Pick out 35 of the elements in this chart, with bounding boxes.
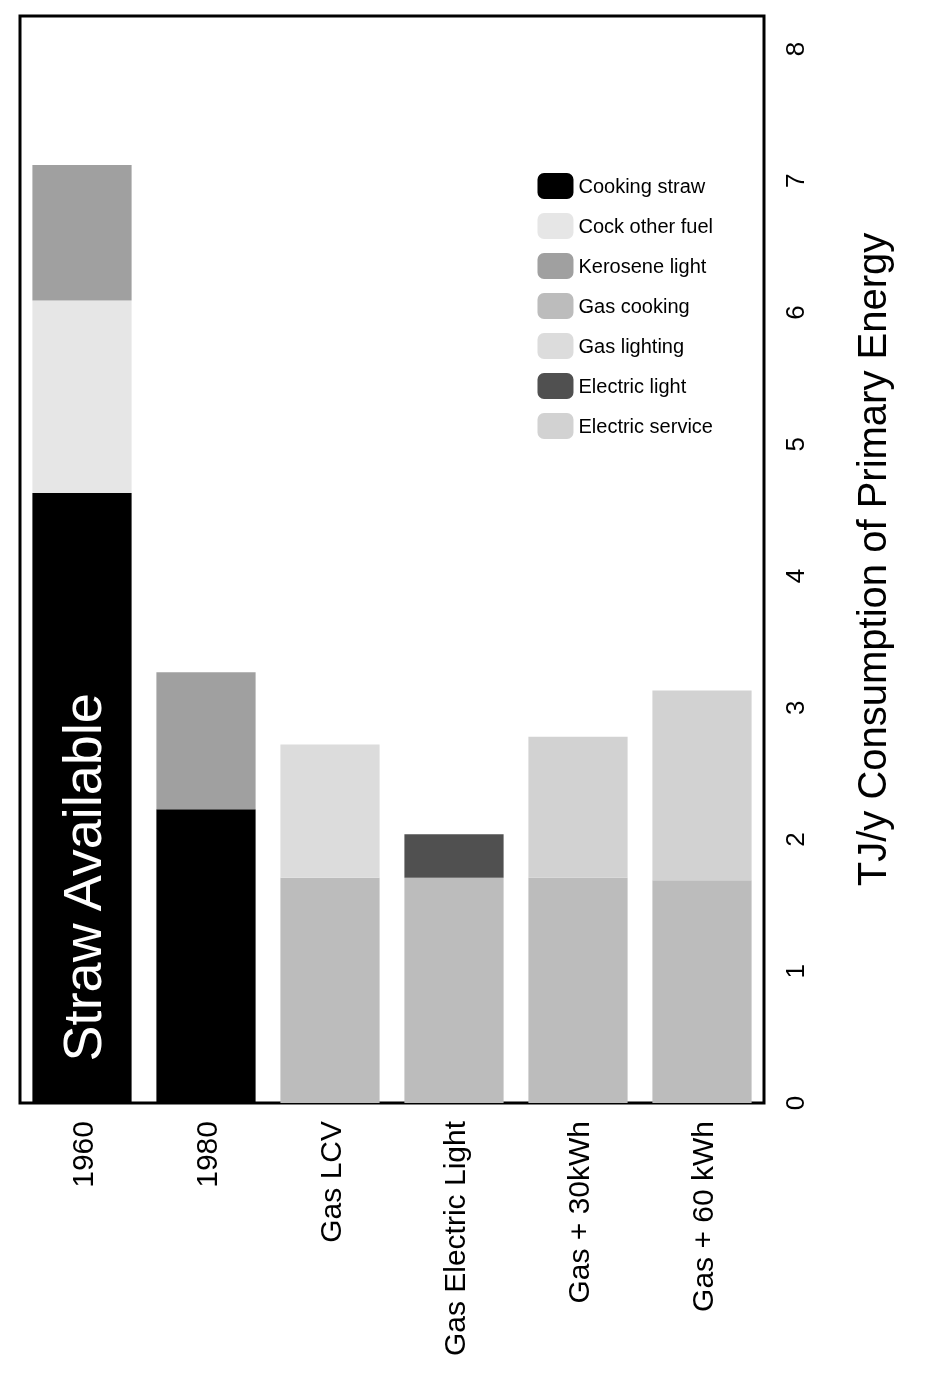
x-tick-label: Gas + 60 kWh	[685, 1121, 719, 1312]
legend-label: Electric service	[578, 415, 713, 437]
y-tick-label: 2	[780, 832, 810, 847]
x-tick-label: 1960	[65, 1121, 99, 1188]
bar	[280, 744, 380, 878]
y-tick-label: 8	[780, 41, 810, 57]
legend-label: Cock other fuel	[578, 215, 713, 237]
y-tick-label: 1	[780, 964, 810, 979]
bar	[404, 877, 504, 1103]
y-tick-label: 7	[780, 173, 810, 188]
legend-label: Gas lighting	[578, 335, 685, 357]
bar	[32, 300, 132, 493]
annotation: Straw Available	[52, 693, 112, 1062]
bar	[404, 834, 504, 878]
y-tick-label: 5	[780, 436, 810, 452]
bar	[280, 877, 380, 1103]
bar	[528, 877, 628, 1103]
y-axis-title: TJ/y Consumption of Primary Energy	[850, 232, 894, 887]
bar	[652, 880, 752, 1103]
legend-label: Electric light	[578, 375, 687, 397]
x-tick-label: Gas LCV	[313, 1121, 347, 1243]
legend-label: Gas cooking	[578, 295, 690, 317]
legend-label: Kerosene light	[578, 255, 707, 277]
y-tick-label: 6	[780, 305, 810, 320]
x-tick-label: Gas Electric Light	[437, 1120, 471, 1357]
bar	[32, 164, 132, 301]
bar	[652, 690, 752, 881]
y-tick-label: 0	[780, 1095, 810, 1111]
x-tick-label: 1980	[189, 1121, 223, 1188]
bar	[156, 672, 256, 810]
x-tick-label: Gas + 30kWh	[561, 1121, 595, 1304]
bar	[528, 736, 628, 878]
y-tick-label: 4	[780, 568, 810, 584]
legend-label: Cooking straw	[578, 175, 706, 197]
y-tick-label: 3	[780, 700, 810, 715]
